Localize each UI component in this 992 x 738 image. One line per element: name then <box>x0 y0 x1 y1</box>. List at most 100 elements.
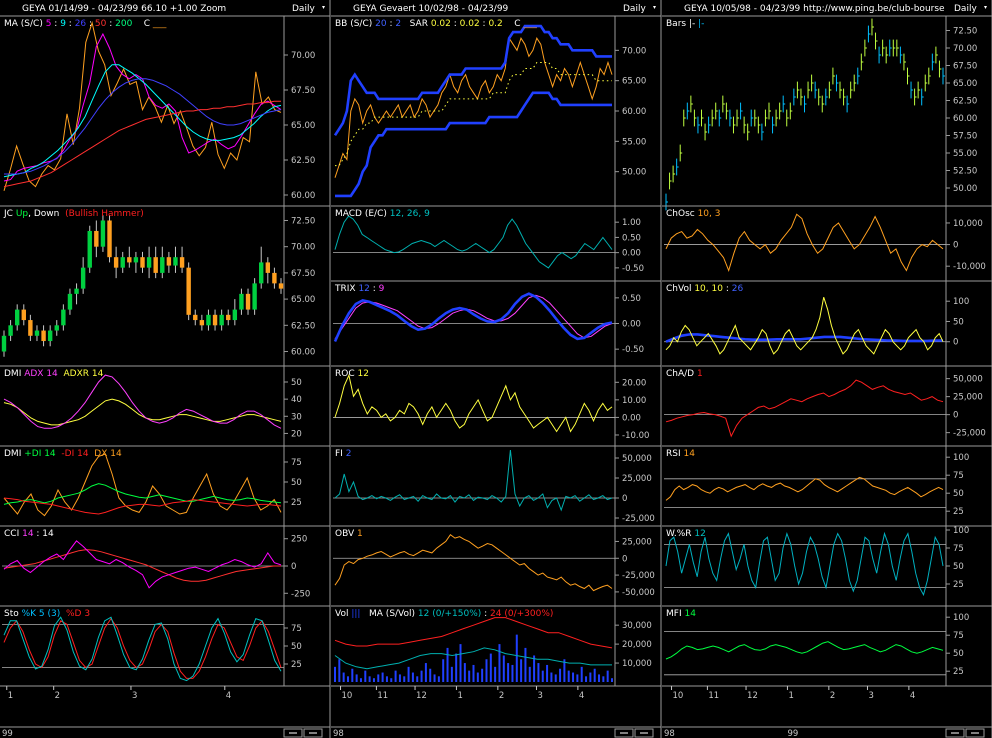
period-dropdown-icon[interactable] <box>322 6 325 9</box>
panel-legend: W.%R 12 <box>666 529 706 539</box>
time-tick-label: 4 <box>910 691 915 701</box>
legend-part: ___ <box>152 19 167 29</box>
legend-part: DMI <box>4 449 24 459</box>
legend-part: 26 <box>732 284 744 294</box>
candle-body <box>199 320 205 326</box>
tick-label: 75 <box>953 471 964 481</box>
legend-part: ADXR 14 <box>58 369 104 379</box>
window-titlebar[interactable] <box>331 0 661 15</box>
time-tick-label: 1 <box>457 691 462 701</box>
tick-label: 55.00 <box>622 137 646 147</box>
tick-label: -0.50 <box>622 345 644 355</box>
panel-trix: 0.50 0.00 -0.50 TRIX 12 : 9 <box>331 280 661 366</box>
tick-label: 72.50 <box>953 27 977 37</box>
legend-part: MFI <box>666 609 684 619</box>
window-titlebar[interactable] <box>0 0 330 15</box>
tick-label: 0.50 <box>622 294 641 304</box>
series-c <box>334 36 613 178</box>
series-d <box>3 617 282 679</box>
period-dropdown-icon[interactable] <box>653 6 656 9</box>
candle-body <box>80 267 86 289</box>
candle-body <box>239 293 244 310</box>
legend-part: 14 <box>684 609 696 619</box>
panel-legend: TRIX 12 : 9 <box>334 284 385 294</box>
candle-body <box>34 330 40 336</box>
tick-label: -25,000 <box>622 514 655 524</box>
legend-part: MACD (E/C) <box>335 209 390 219</box>
series-rsi <box>665 476 944 501</box>
candle-body <box>232 309 238 321</box>
time-tick-label: 2 <box>499 691 504 701</box>
legend-part: C <box>503 19 524 29</box>
period-selector[interactable]: Daily <box>954 4 977 14</box>
tick-label: -0.50 <box>622 264 644 274</box>
series-1010 <box>665 297 944 355</box>
panel-chvol: 100 50 0 ChVol 10, 10 : 26 <box>662 280 992 366</box>
tick-label: 60.00 <box>953 114 977 124</box>
legend-part: 12, 26, 9 <box>390 209 430 219</box>
series-k <box>3 616 282 682</box>
legend-part: : <box>51 19 60 29</box>
tick-label: 62.50 <box>291 156 315 166</box>
legend-part: SAR <box>401 19 431 29</box>
tick-label: 100 <box>953 453 969 463</box>
legend-part: 1 <box>697 369 703 379</box>
tick-label: 50,000 <box>953 375 983 385</box>
series-26 <box>665 333 943 343</box>
tick-label: 30 <box>291 412 302 422</box>
legend-part: ||| <box>351 609 360 619</box>
panel-vol: 30,000 20,000 10,000 Vol ||| MA (S/Vol) 12 … <box>331 605 661 686</box>
panel-legend: MACD (E/C) 12, 26, 9 <box>335 209 430 219</box>
tick-label: 60.00 <box>291 191 315 201</box>
tick-label: 100 <box>953 297 969 307</box>
series-24 <box>334 617 613 649</box>
tick-label: 50 <box>953 649 964 659</box>
legend-part: 12 (0/+150%) <box>418 609 481 619</box>
tick-label: 50 <box>953 317 964 327</box>
tick-label: 0 <box>953 411 958 421</box>
legend-part: %K 5 (3) <box>22 609 61 619</box>
period-selector[interactable]: Daily <box>623 4 646 14</box>
candle-body <box>28 320 33 336</box>
tick-label: 50.00 <box>622 168 646 178</box>
tick-label: 25,000 <box>622 537 652 547</box>
tick-label: 0.00 <box>622 320 641 330</box>
legend-part: Sto <box>4 609 22 619</box>
panel-legend: FI 2 <box>335 449 351 459</box>
candle-body <box>140 257 145 268</box>
time-tick-label: 12 <box>416 691 427 701</box>
chart-window-1: GEYA 01/14/99 - 04/23/99 66.10 +1.00 Zoo… <box>0 0 331 738</box>
candle-body <box>206 314 211 326</box>
tick-label: 65.00 <box>953 79 977 89</box>
legend-part: 24 (0/+300%) <box>490 609 553 619</box>
tick-label: 70.00 <box>953 44 977 54</box>
legend-part: MA (S/Vol) <box>360 609 417 619</box>
window-titlebar[interactable] <box>662 0 992 15</box>
legend-part: CCI <box>4 529 22 539</box>
tick-label: 25 <box>953 580 964 590</box>
series-cci <box>3 540 282 589</box>
tick-label: 50 <box>291 478 302 488</box>
period-dropdown-icon[interactable] <box>984 6 987 9</box>
series-26 <box>4 78 282 175</box>
series-macd <box>334 215 613 269</box>
legend-part: : <box>106 19 115 29</box>
period-selector[interactable]: Daily <box>292 4 315 14</box>
legend-part: ROC <box>335 369 357 379</box>
time-axis: 1 2 3 4 99 <box>0 685 330 738</box>
legend-part: OBV <box>335 529 357 539</box>
legend-part: Down <box>34 209 60 219</box>
tick-label: 60.00 <box>622 107 646 117</box>
time-tick-label: 1 <box>788 691 793 701</box>
panel-roc: 20.00 10.00 0.00 -10.00 ROC 12 <box>331 365 661 446</box>
time-tick-label: 3 <box>537 691 542 701</box>
window-title: GEYA 10/05/98 - 04/23/99 http://www.ping… <box>684 4 945 14</box>
tick-label: 62.50 <box>953 97 977 107</box>
tick-label: 25 <box>953 667 964 677</box>
legend-part: Vol <box>335 609 351 619</box>
candle-body <box>100 220 106 247</box>
year-label: 98 <box>333 729 344 738</box>
legend-part: 12 <box>357 369 368 379</box>
series-obv <box>334 533 613 592</box>
panel-macd: 1.00 0.50 0.00 -0.50 MACD (E/C) 12, 26, 9 <box>331 205 661 281</box>
